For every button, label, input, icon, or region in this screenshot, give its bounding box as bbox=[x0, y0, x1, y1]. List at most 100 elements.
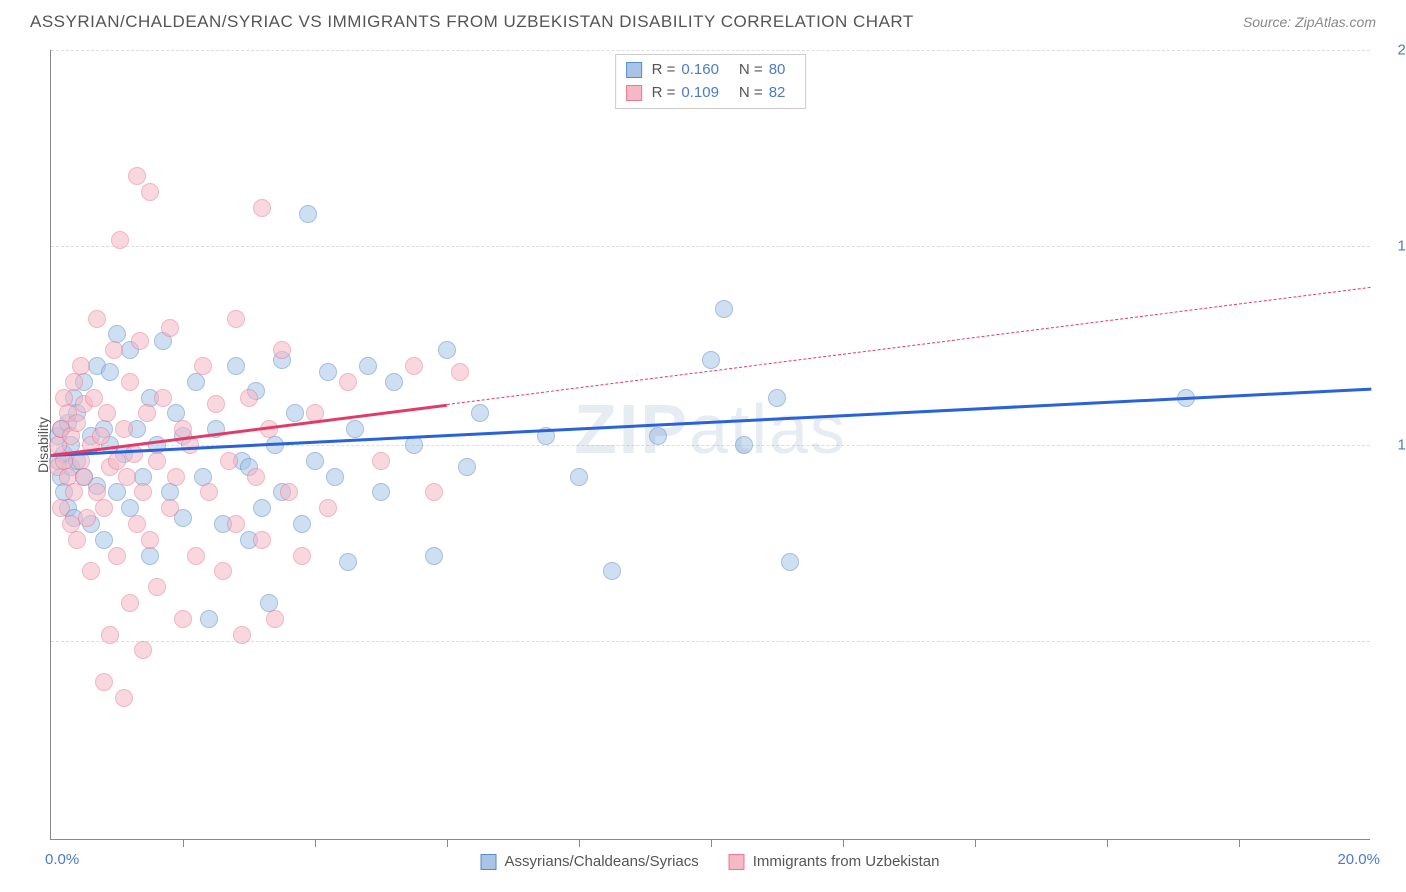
scatter-point bbox=[68, 414, 86, 432]
scatter-point bbox=[194, 357, 212, 375]
legend-bottom-item: Immigrants from Uzbekistan bbox=[729, 853, 940, 870]
scatter-point bbox=[253, 531, 271, 549]
scatter-point bbox=[148, 452, 166, 470]
scatter-point bbox=[266, 610, 284, 628]
scatter-point bbox=[134, 483, 152, 501]
watermark: ZIPatlas bbox=[574, 389, 847, 469]
legend-r-value: 0.109 bbox=[681, 82, 719, 105]
scatter-point bbox=[82, 562, 100, 580]
x-origin-label: 0.0% bbox=[45, 851, 79, 868]
scatter-point bbox=[286, 404, 304, 422]
legend-bottom-label: Immigrants from Uzbekistan bbox=[753, 853, 940, 870]
scatter-point bbox=[65, 483, 83, 501]
scatter-point bbox=[603, 562, 621, 580]
scatter-point bbox=[134, 641, 152, 659]
gridline bbox=[51, 50, 1370, 51]
scatter-point bbox=[131, 332, 149, 350]
legend-swatch bbox=[729, 854, 745, 870]
scatter-point bbox=[405, 436, 423, 454]
scatter-point bbox=[649, 427, 667, 445]
scatter-point bbox=[98, 404, 116, 422]
scatter-point bbox=[92, 427, 110, 445]
scatter-point bbox=[78, 509, 96, 527]
scatter-point bbox=[359, 357, 377, 375]
scatter-point bbox=[240, 389, 258, 407]
scatter-point bbox=[227, 357, 245, 375]
scatter-point bbox=[339, 373, 357, 391]
scatter-point bbox=[781, 553, 799, 571]
gridline bbox=[51, 641, 1370, 642]
scatter-point bbox=[95, 673, 113, 691]
scatter-point bbox=[128, 167, 146, 185]
scatter-point bbox=[68, 531, 86, 549]
scatter-point bbox=[141, 183, 159, 201]
legend-swatch bbox=[481, 854, 497, 870]
scatter-point bbox=[319, 499, 337, 517]
scatter-point bbox=[95, 531, 113, 549]
scatter-point bbox=[372, 483, 390, 501]
y-tick-label: 12.5% bbox=[1380, 437, 1406, 454]
x-tick bbox=[315, 839, 316, 847]
legend-bottom-item: Assyrians/Chaldeans/Syriacs bbox=[481, 853, 699, 870]
scatter-point bbox=[95, 499, 113, 517]
legend-r-value: 0.160 bbox=[681, 59, 719, 82]
scatter-point bbox=[101, 626, 119, 644]
x-max-label: 20.0% bbox=[1337, 851, 1380, 868]
scatter-point bbox=[299, 205, 317, 223]
scatter-point bbox=[72, 357, 90, 375]
scatter-point bbox=[187, 373, 205, 391]
y-tick-label: 25.0% bbox=[1380, 42, 1406, 59]
chart-container: ZIPatlas R =0.160N =80R =0.109N =82 6.3%… bbox=[50, 50, 1370, 840]
scatter-point bbox=[247, 468, 265, 486]
scatter-point bbox=[233, 626, 251, 644]
scatter-point bbox=[220, 452, 238, 470]
legend-n-value: 80 bbox=[769, 59, 786, 82]
scatter-point bbox=[121, 373, 139, 391]
legend-r-label: R = bbox=[652, 59, 676, 82]
scatter-point bbox=[735, 436, 753, 454]
x-tick bbox=[711, 839, 712, 847]
x-tick bbox=[1239, 839, 1240, 847]
scatter-point bbox=[174, 610, 192, 628]
scatter-point bbox=[768, 389, 786, 407]
scatter-point bbox=[306, 452, 324, 470]
x-tick bbox=[975, 839, 976, 847]
scatter-point bbox=[326, 468, 344, 486]
y-axis-title: Disability bbox=[35, 417, 51, 473]
scatter-point bbox=[319, 363, 337, 381]
plot-area: ZIPatlas R =0.160N =80R =0.109N =82 6.3%… bbox=[50, 50, 1370, 840]
scatter-point bbox=[715, 300, 733, 318]
scatter-point bbox=[75, 468, 93, 486]
scatter-point bbox=[115, 420, 133, 438]
legend-n-label: N = bbox=[739, 82, 763, 105]
scatter-point bbox=[85, 389, 103, 407]
scatter-point bbox=[118, 468, 136, 486]
scatter-point bbox=[200, 483, 218, 501]
scatter-point bbox=[105, 341, 123, 359]
legend-top-row: R =0.160 N = 80 bbox=[626, 59, 796, 82]
scatter-point bbox=[451, 363, 469, 381]
scatter-point bbox=[425, 483, 443, 501]
legend-n-label: N = bbox=[739, 59, 763, 82]
scatter-point bbox=[253, 199, 271, 217]
scatter-point bbox=[372, 452, 390, 470]
legend-top-row: R =0.109N =82 bbox=[626, 82, 796, 105]
scatter-point bbox=[88, 310, 106, 328]
scatter-point bbox=[293, 547, 311, 565]
scatter-point bbox=[280, 483, 298, 501]
scatter-point bbox=[148, 578, 166, 596]
legend-r-label: R = bbox=[652, 82, 676, 105]
gridline bbox=[51, 246, 1370, 247]
scatter-point bbox=[253, 499, 271, 517]
x-tick bbox=[183, 839, 184, 847]
trend-line-dashed bbox=[447, 287, 1371, 405]
scatter-point bbox=[111, 231, 129, 249]
scatter-point bbox=[161, 499, 179, 517]
scatter-point bbox=[570, 468, 588, 486]
scatter-point bbox=[471, 404, 489, 422]
y-tick-label: 18.8% bbox=[1380, 237, 1406, 254]
scatter-point bbox=[438, 341, 456, 359]
legend-bottom: Assyrians/Chaldeans/Syriacs Immigrants fr… bbox=[481, 853, 940, 870]
scatter-point bbox=[167, 468, 185, 486]
scatter-point bbox=[702, 351, 720, 369]
